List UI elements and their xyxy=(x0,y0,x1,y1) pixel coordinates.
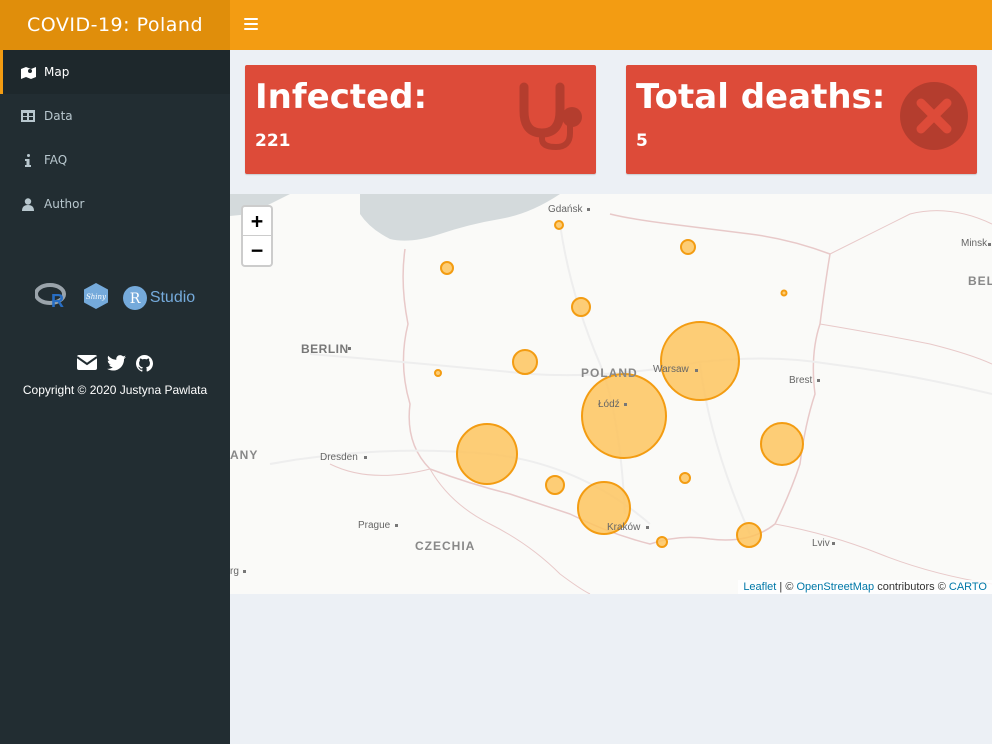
city-label-minsk: Minsk xyxy=(961,238,988,249)
deaths-title: Total deaths: xyxy=(636,77,886,117)
sidebar-item-faq[interactable]: FAQ xyxy=(0,138,230,182)
osm-link[interactable]: OpenStreetMap xyxy=(796,581,875,593)
svg-text:R: R xyxy=(130,291,141,307)
city-label-dresden: Dresden xyxy=(320,452,358,463)
zoom-control: + − xyxy=(241,205,273,267)
table-icon xyxy=(20,109,36,123)
country-label-any: ANY xyxy=(230,448,259,462)
shiny-logo-icon[interactable]: Shiny xyxy=(83,282,109,314)
city-label-gdansk: Gdańsk xyxy=(548,204,583,215)
city-label-brest: Brest xyxy=(789,375,813,386)
city-label-prague: Prague xyxy=(358,520,391,531)
map-attribution: Leaflet | © OpenStreetMap contributors ©… xyxy=(738,580,992,594)
city-label-lviv: Lviv xyxy=(812,538,830,549)
city-label-berlin: BERLIN xyxy=(301,342,349,356)
sidebar-item-label: Map xyxy=(44,65,70,79)
svg-text:Shiny: Shiny xyxy=(86,293,107,301)
rstudio-icon: R xyxy=(122,286,147,310)
envelope-icon[interactable] xyxy=(76,355,98,376)
map-icon xyxy=(20,65,36,79)
city-label-krakow: Kraków xyxy=(607,522,641,533)
infected-title: Infected: xyxy=(255,77,428,117)
city-label-rg: rg xyxy=(230,566,239,577)
user-icon xyxy=(20,197,36,211)
github-icon[interactable] xyxy=(136,355,153,376)
sidebar-item-label: Author xyxy=(44,197,85,211)
social-links xyxy=(0,355,230,376)
twitter-icon[interactable] xyxy=(107,355,126,376)
bars-icon[interactable] xyxy=(244,17,258,31)
carto-link[interactable]: CARTO xyxy=(948,581,987,593)
sidebar: Map Data FAQ Author R Shiny R Studio xyxy=(0,50,230,744)
city-label-warsaw: Warsaw xyxy=(653,364,689,375)
copyright-text: Copyright © 2020 Justyna Pawlata xyxy=(22,383,208,397)
times-circle-icon xyxy=(899,81,969,155)
svg-text:R: R xyxy=(51,291,64,310)
country-label-czechia: CZECHIA xyxy=(415,539,476,553)
attribution-separator: | © xyxy=(776,581,797,593)
leaflet-link[interactable]: Leaflet xyxy=(743,581,777,593)
sidebar-item-label: FAQ xyxy=(44,153,68,167)
infected-box: Infected: 221 xyxy=(245,65,596,174)
app-title[interactable]: COVID-19: Poland xyxy=(0,0,230,50)
zoom-in-button[interactable]: + xyxy=(243,207,271,236)
zoom-out-button[interactable]: − xyxy=(250,238,264,262)
sidebar-item-author[interactable]: Author xyxy=(0,182,230,226)
r-logo-icon[interactable]: R xyxy=(33,282,69,314)
deaths-value: 5 xyxy=(636,131,648,151)
country-label-poland: POLAND xyxy=(581,366,638,380)
tech-logos: R Shiny R Studio xyxy=(0,282,230,314)
stethoscope-icon xyxy=(516,81,588,157)
map-canvas[interactable] xyxy=(230,194,992,594)
map-widget[interactable]: Gdańsk Minsk BEL BERLIN POLAND Warsaw Łó… xyxy=(230,194,992,594)
info-icon xyxy=(20,153,36,167)
rstudio-text: Studio xyxy=(149,289,196,306)
infected-value: 221 xyxy=(255,131,291,151)
sidebar-item-map[interactable]: Map xyxy=(0,50,230,94)
city-label-lodz: Łódź xyxy=(598,399,620,410)
country-label-bel: BEL xyxy=(968,274,992,288)
sidebar-item-data[interactable]: Data xyxy=(0,94,230,138)
deaths-box: Total deaths: 5 xyxy=(626,65,977,174)
sidebar-item-label: Data xyxy=(44,109,73,123)
rstudio-logo[interactable]: R Studio xyxy=(122,286,196,310)
attribution-contributors: contributors © xyxy=(874,581,949,593)
top-navbar xyxy=(230,0,992,50)
